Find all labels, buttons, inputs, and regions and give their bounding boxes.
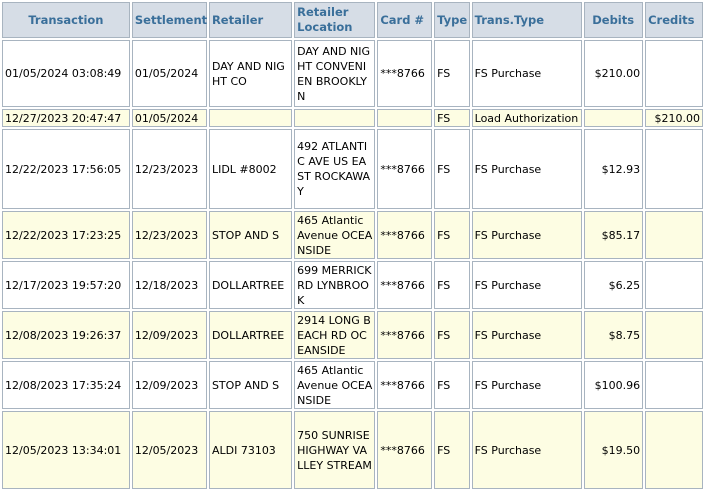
transaction-datetime: 12/17/2023 19:57:20 (2, 261, 130, 309)
credit-amount (645, 361, 703, 409)
benefit-type: FS (434, 261, 470, 309)
retailer-name: ALDI 73103 (208, 411, 293, 489)
trans-type: FS Purchase (471, 261, 583, 309)
retailer-location: 2914 LONG BEACH RD OCEANSIDE (294, 311, 376, 359)
debit-amount: $210.00 (584, 40, 644, 107)
trans-type: FS Purchase (471, 311, 583, 359)
trans-type: FS Purchase (471, 40, 583, 107)
debit-amount: $19.50 (584, 411, 644, 489)
table-row: 12/27/2023 20:47:47 01/05/2024 FS Load A… (2, 109, 703, 127)
settlement-date: 12/09/2023 (131, 311, 207, 359)
transaction-datetime: 12/22/2023 17:23:25 (2, 211, 130, 259)
retailer-location: 465 Atlantic Avenue OCEANSIDE (294, 361, 376, 409)
column-header-trans-type[interactable]: Trans.Type (471, 2, 583, 38)
settlement-date: 12/23/2023 (131, 211, 207, 259)
benefit-type: FS (434, 311, 470, 359)
benefit-type: FS (434, 129, 470, 209)
settlement-date: 01/05/2024 (131, 40, 207, 107)
card-number (377, 109, 433, 127)
table-row: 01/05/2024 03:08:49 01/05/2024 DAY AND N… (2, 40, 703, 107)
column-header-settlement[interactable]: Settlement (131, 2, 207, 38)
card-number: ***8766 (377, 261, 433, 309)
table-header: Transaction Settlement Retailer Retailer… (2, 2, 703, 38)
table-body: 01/05/2024 03:08:49 01/05/2024 DAY AND N… (2, 40, 703, 489)
debit-amount (584, 109, 644, 127)
trans-type: FS Purchase (471, 411, 583, 489)
column-header-credits[interactable]: Credits (645, 2, 703, 38)
transaction-datetime: 01/05/2024 03:08:49 (2, 40, 130, 107)
benefit-type: FS (434, 40, 470, 107)
table-row: 12/08/2023 19:26:37 12/09/2023 DOLLARTRE… (2, 311, 703, 359)
table-row: 12/22/2023 17:56:05 12/23/2023 LIDL #800… (2, 129, 703, 209)
card-number: ***8766 (377, 211, 433, 259)
settlement-date: 12/18/2023 (131, 261, 207, 309)
card-number: ***8766 (377, 361, 433, 409)
benefit-type: FS (434, 109, 470, 127)
retailer-name: STOP AND S (208, 211, 293, 259)
card-number: ***8766 (377, 129, 433, 209)
trans-type: FS Purchase (471, 361, 583, 409)
table-row: 12/17/2023 19:57:20 12/18/2023 DOLLARTRE… (2, 261, 703, 309)
card-number: ***8766 (377, 40, 433, 107)
transaction-datetime: 12/22/2023 17:56:05 (2, 129, 130, 209)
retailer-name: DOLLARTREE (208, 261, 293, 309)
retailer-name: STOP AND S (208, 361, 293, 409)
credit-amount: $210.00 (645, 109, 703, 127)
credit-amount (645, 411, 703, 489)
retailer-location: 699 MERRICK RD LYNBROOK (294, 261, 376, 309)
column-header-transaction[interactable]: Transaction (2, 2, 130, 38)
column-header-retailer[interactable]: Retailer (208, 2, 293, 38)
benefit-type: FS (434, 361, 470, 409)
credit-amount (645, 40, 703, 107)
settlement-date: 01/05/2024 (131, 109, 207, 127)
debit-amount: $6.25 (584, 261, 644, 309)
retailer-name (208, 109, 293, 127)
retailer-location (294, 109, 376, 127)
trans-type: FS Purchase (471, 129, 583, 209)
debit-amount: $85.17 (584, 211, 644, 259)
table-row: 12/05/2023 13:34:01 12/05/2023 ALDI 7310… (2, 411, 703, 489)
benefit-type: FS (434, 211, 470, 259)
settlement-date: 12/05/2023 (131, 411, 207, 489)
retailer-location: 465 Atlantic Avenue OCEANSIDE (294, 211, 376, 259)
trans-type: Load Authorization (471, 109, 583, 127)
trans-type: FS Purchase (471, 211, 583, 259)
retailer-location: 492 ATLANTIC AVE US EAST ROCKAWAY (294, 129, 376, 209)
debit-amount: $8.75 (584, 311, 644, 359)
column-header-card[interactable]: Card # (377, 2, 433, 38)
retailer-location: 750 SUNRISE HIGHWAY VALLEY STREAM (294, 411, 376, 489)
header-row: Transaction Settlement Retailer Retailer… (2, 2, 703, 38)
transaction-datetime: 12/08/2023 19:26:37 (2, 311, 130, 359)
settlement-date: 12/23/2023 (131, 129, 207, 209)
retailer-name: DOLLARTREE (208, 311, 293, 359)
debit-amount: $12.93 (584, 129, 644, 209)
transaction-datetime: 12/27/2023 20:47:47 (2, 109, 130, 127)
table-row: 12/08/2023 17:35:24 12/09/2023 STOP AND … (2, 361, 703, 409)
card-number: ***8766 (377, 311, 433, 359)
credit-amount (645, 261, 703, 309)
benefit-type: FS (434, 411, 470, 489)
settlement-date: 12/09/2023 (131, 361, 207, 409)
column-header-debits[interactable]: Debits (584, 2, 644, 38)
credit-amount (645, 129, 703, 209)
column-header-retailer-location[interactable]: Retailer Location (294, 2, 376, 38)
retailer-name: LIDL #8002 (208, 129, 293, 209)
retailer-location: DAY AND NIGHT CONVENIEN BROOKLYN (294, 40, 376, 107)
credit-amount (645, 311, 703, 359)
transaction-datetime: 12/08/2023 17:35:24 (2, 361, 130, 409)
credit-amount (645, 211, 703, 259)
debit-amount: $100.96 (584, 361, 644, 409)
card-number: ***8766 (377, 411, 433, 489)
column-header-type[interactable]: Type (434, 2, 470, 38)
table-row: 12/22/2023 17:23:25 12/23/2023 STOP AND … (2, 211, 703, 259)
retailer-name: DAY AND NIGHT CO (208, 40, 293, 107)
transaction-datetime: 12/05/2023 13:34:01 (2, 411, 130, 489)
